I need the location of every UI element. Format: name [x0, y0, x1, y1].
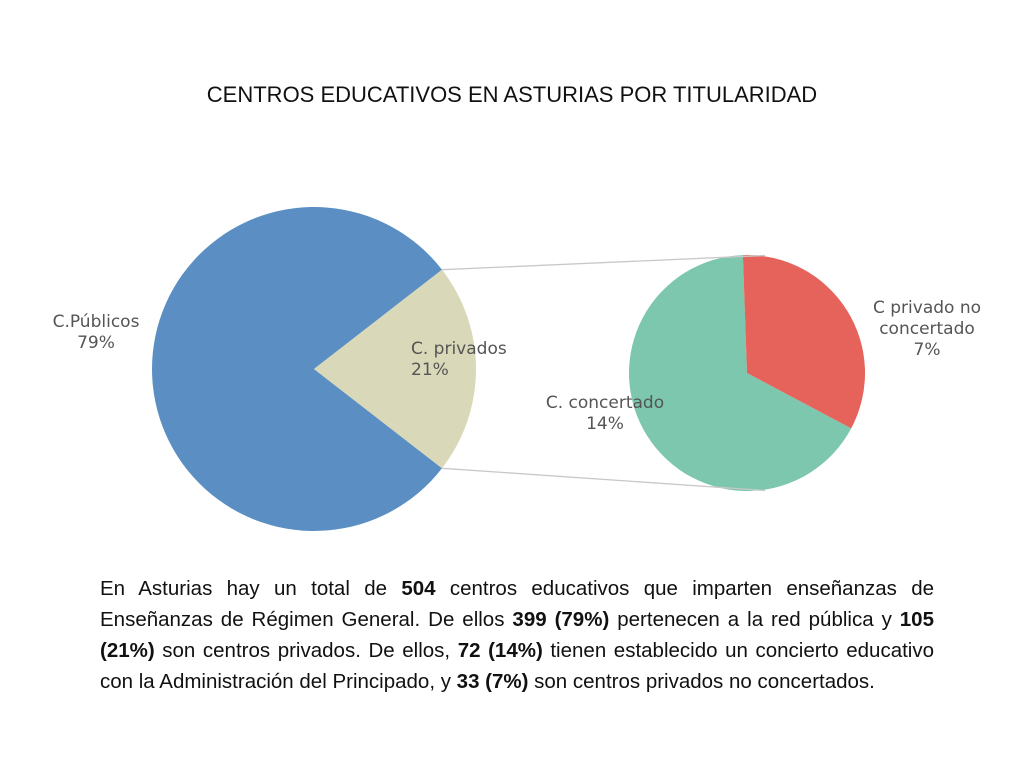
- label-publicos: C.Públicos 79%: [53, 312, 140, 353]
- slice-publicos: [152, 206, 443, 531]
- description-text: son centros privados no concertados.: [528, 670, 875, 693]
- description-highlight: 72 (14%): [457, 639, 543, 662]
- description-highlight: 504: [401, 577, 436, 600]
- slice-privado-no-concertado: [742, 254, 866, 429]
- connector-line-bottom: [441, 467, 766, 492]
- description-highlight: 105 (21%): [100, 608, 934, 662]
- description-text: pertenecen a la red pública y: [609, 608, 900, 631]
- chart-title: CENTROS EDUCATIVOS EN ASTURIAS POR TITUL…: [206, 82, 818, 107]
- label-privado-no-concertado: C privado no concertado 7%: [873, 298, 981, 360]
- description-text: tienen establecido un concierto educativ…: [100, 639, 934, 693]
- description-highlight: 399 (79%): [512, 608, 610, 631]
- slice-privados: [314, 269, 477, 469]
- pie-of-pie-chart: C.Públicos 79% C. privados 21% C. concertado…: [53, 206, 981, 531]
- description-highlight: 33 (7%): [456, 670, 529, 693]
- connector-line-top: [441, 254, 766, 271]
- description-text: centros educativos que imparten enseñanz…: [100, 577, 934, 631]
- description-text: En Asturias hay un total de: [100, 577, 402, 600]
- description-text: son centros privados. De ellos,: [154, 639, 458, 662]
- description-paragraph: En Asturias hay un total de 504 centros …: [100, 573, 934, 697]
- slice-concertado: [629, 255, 852, 491]
- label-privados: C. privados 21%: [411, 339, 507, 380]
- label-concertado: C. concertado 14%: [546, 393, 664, 434]
